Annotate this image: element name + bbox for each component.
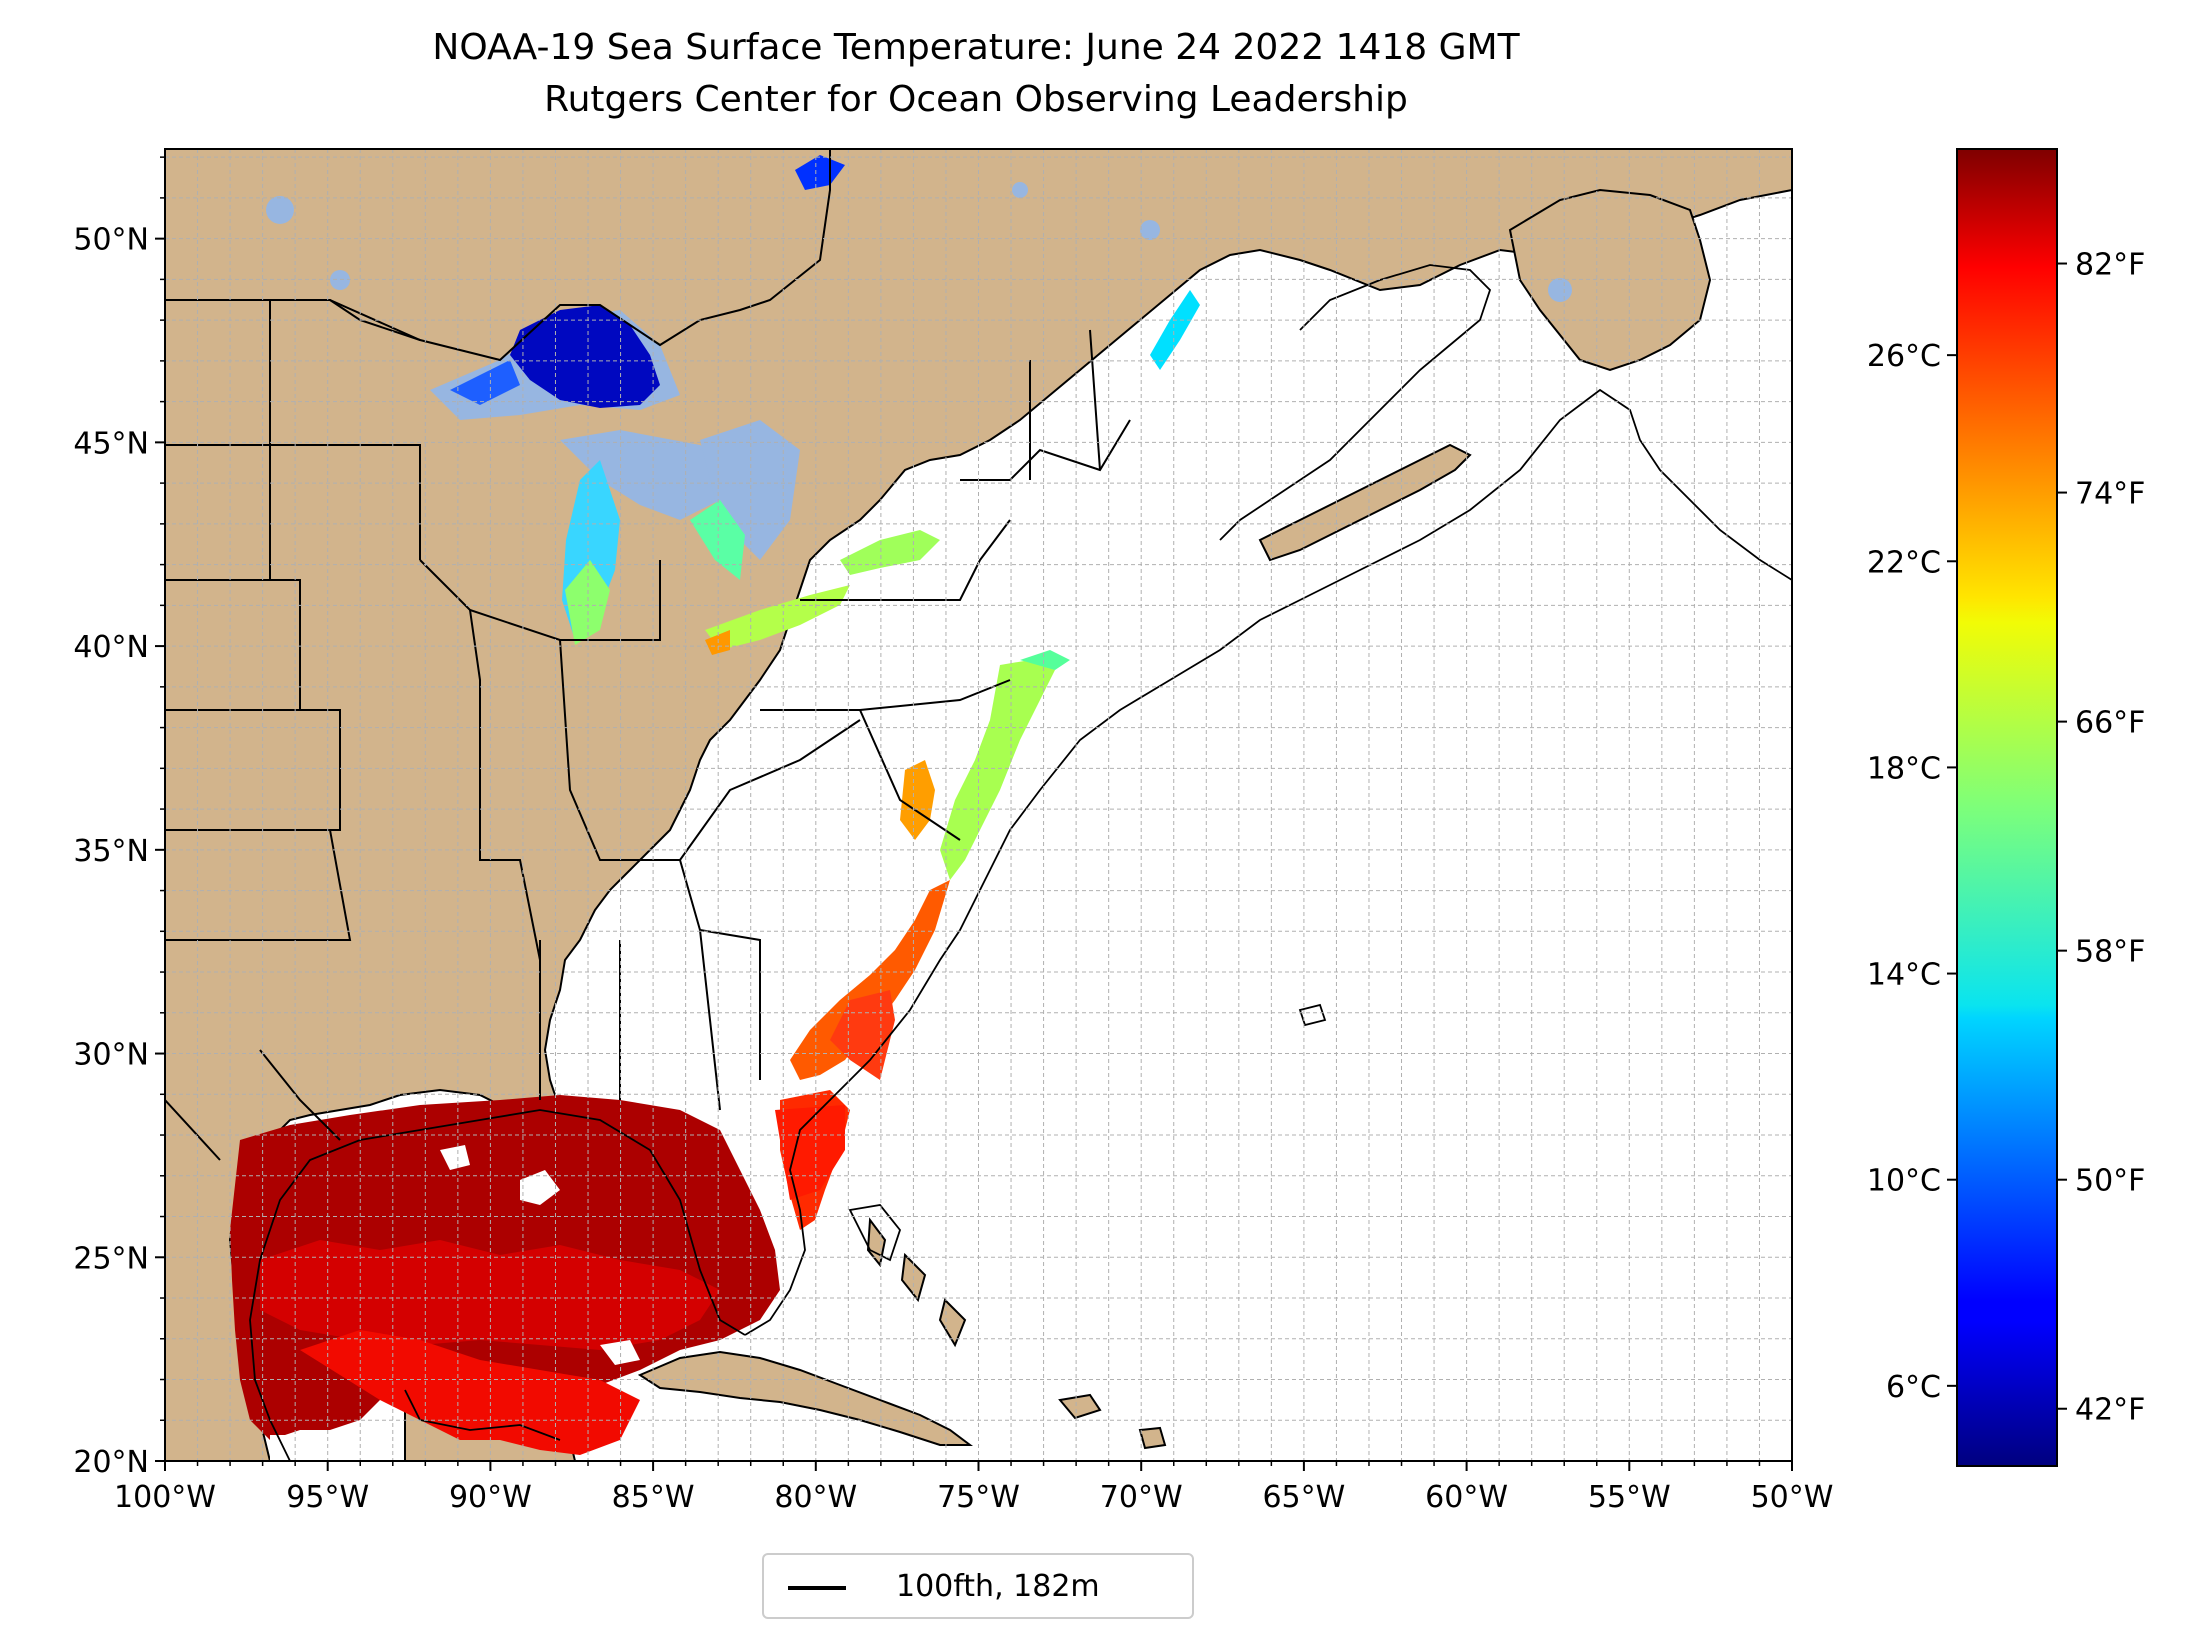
cb-f-tick-label: 66°F <box>2075 706 2145 741</box>
cb-f-tick-label: 82°F <box>2075 248 2145 283</box>
cb-c-tick-label: 26°C <box>1867 339 1941 374</box>
legend-contour-swatch <box>788 1586 846 1590</box>
cb-c-tick-label: 10°C <box>1867 1164 1941 1199</box>
lon-tick-label: 90°W <box>449 1480 532 1515</box>
cb-f-tick-label: 58°F <box>2075 935 2145 970</box>
cb-c-tick-label: 18°C <box>1867 751 1941 786</box>
latitude-axis: 20°N 25°N 30°N 35°N 40°N 45°N 50°N <box>73 156 165 1480</box>
sst-gulf-of-mexico <box>230 1095 845 1461</box>
political-borders <box>165 149 1131 1161</box>
lat-tick-label: 20°N <box>73 1445 149 1480</box>
lat-tick-label: 50°N <box>73 223 149 258</box>
lon-tick-label: 55°W <box>1588 1480 1671 1515</box>
contour-100fth <box>249 264 1792 1461</box>
lon-tick-label: 60°W <box>1425 1480 1508 1515</box>
cb-c-tick-label: 22°C <box>1867 545 1941 580</box>
lat-tick-label: 25°N <box>73 1241 149 1276</box>
lon-tick-label: 85°W <box>612 1480 695 1515</box>
lon-tick-label: 80°W <box>774 1480 857 1515</box>
colorbar-fahrenheit-axis: 42°F 50°F 58°F 66°F 74°F 82°F <box>2057 248 2145 1428</box>
longitude-axis: 100°W 95°W 90°W 85°W 80°W 75°W 70°W 65°W 60°W 55°… <box>114 1461 1833 1515</box>
cb-c-tick-label: 14°C <box>1867 958 1941 993</box>
land-nova-scotia <box>1258 443 1472 562</box>
cb-f-tick-label: 74°F <box>2075 477 2145 512</box>
colorbar-celsius-axis: 6°C 10°C 14°C 18°C 22°C 26°C <box>1867 339 1957 1405</box>
lat-tick-label: 40°N <box>73 630 149 665</box>
map-subtitle: Rutgers Center for Ocean Observing Leade… <box>544 79 1408 120</box>
cb-c-tick-label: 6°C <box>1886 1370 1941 1405</box>
lat-tick-label: 45°N <box>73 426 149 461</box>
lon-tick-label: 100°W <box>114 1480 216 1515</box>
cb-f-tick-label: 42°F <box>2075 1393 2145 1428</box>
lon-tick-label: 65°W <box>1262 1480 1345 1515</box>
map-title: NOAA-19 Sea Surface Temperature: June 24… <box>432 27 1520 68</box>
map-legend: 100fth, 182m <box>762 1553 1194 1619</box>
lon-tick-label: 50°W <box>1751 1480 1834 1515</box>
land-north-america <box>165 149 1792 1461</box>
map-gridlines <box>165 149 1792 1461</box>
lon-tick-label: 75°W <box>937 1480 1020 1515</box>
lat-tick-label: 30°N <box>73 1038 149 1073</box>
colorbar <box>1956 148 2058 1467</box>
lon-tick-label: 95°W <box>286 1480 369 1515</box>
land-cuba <box>637 1350 973 1446</box>
legend-contour-label: 100fth, 182m <box>896 1569 1100 1604</box>
land-newfoundland <box>1508 188 1712 372</box>
cb-f-tick-label: 50°F <box>2075 1164 2145 1199</box>
lat-tick-label: 35°N <box>73 834 149 869</box>
lon-tick-label: 70°W <box>1100 1480 1183 1515</box>
sst-great-lakes <box>450 155 1200 655</box>
